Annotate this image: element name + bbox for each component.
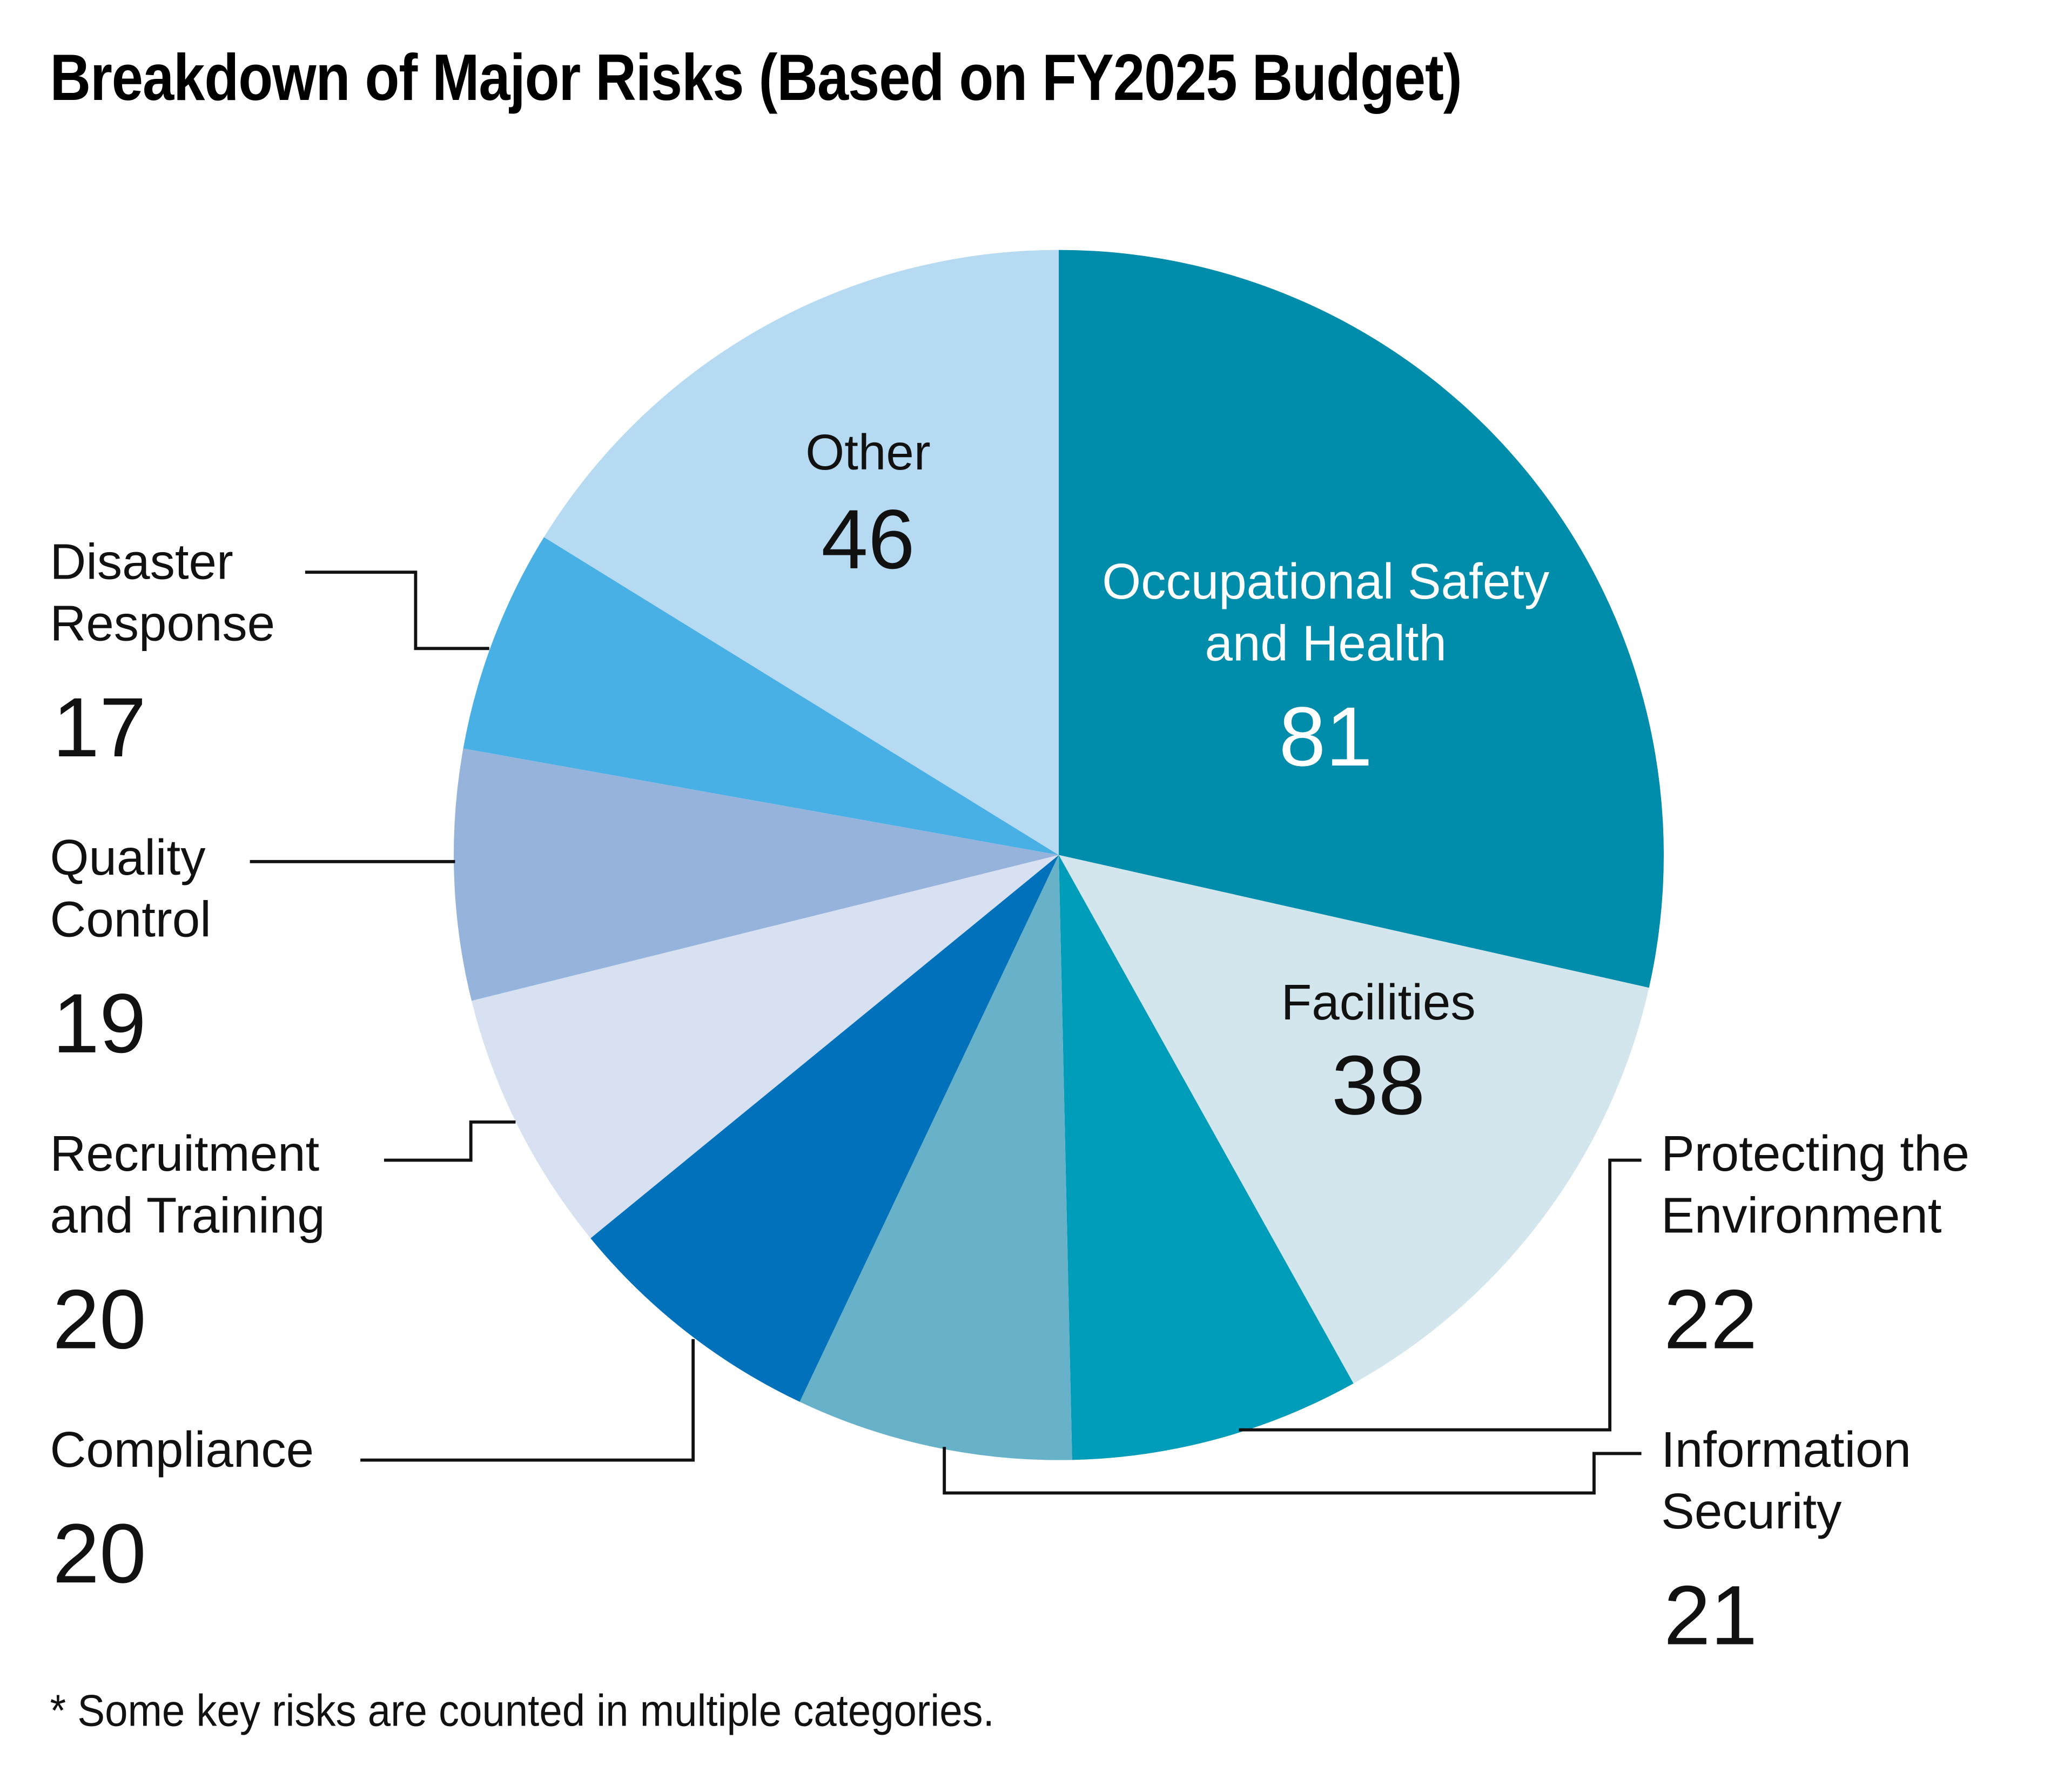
slice-label-osh: Occupational Safety bbox=[1102, 553, 1550, 609]
slice-value-facilities: 38 bbox=[1332, 1038, 1425, 1132]
slice-label-environment: Protecting the bbox=[1661, 1125, 1969, 1182]
slice-label-osh: and Health bbox=[1205, 615, 1447, 671]
leader-line-infosec bbox=[943, 1447, 1642, 1495]
slice-label-environment: Environment bbox=[1661, 1187, 1942, 1243]
pie-slice-facilities bbox=[1059, 855, 1649, 1384]
leader-line-environment bbox=[1239, 1158, 1642, 1432]
slice-value-infosec: 21 bbox=[1664, 1569, 1757, 1663]
leader-line-disaster bbox=[305, 571, 489, 650]
slice-value-environment: 22 bbox=[1664, 1273, 1757, 1367]
slice-label-recruitment: and Training bbox=[50, 1187, 325, 1243]
chart-title: Breakdown of Major Risks (Based on FY202… bbox=[50, 41, 1462, 115]
leader-lines bbox=[250, 571, 1642, 1495]
slice-value-other: 46 bbox=[821, 493, 915, 587]
slice-label-disaster: Response bbox=[50, 595, 275, 652]
pie-slice-compliance bbox=[590, 855, 1059, 1402]
slice-label-other: Other bbox=[805, 424, 930, 480]
slice-value-recruitment: 20 bbox=[52, 1273, 146, 1367]
slice-label-recruitment: Recruitment bbox=[50, 1125, 320, 1182]
chart-footnote: * Some key risks are counted in multiple… bbox=[50, 1686, 994, 1736]
slice-value-disaster: 17 bbox=[52, 681, 146, 775]
pie-slices bbox=[454, 250, 1664, 1460]
pie-slice-other bbox=[543, 250, 1059, 855]
pie-slice-environment bbox=[1059, 855, 1354, 1460]
pie-slice-quality bbox=[454, 748, 1059, 1001]
pie-slice-recruitment bbox=[472, 855, 1059, 1238]
slice-label-compliance: Compliance bbox=[50, 1421, 314, 1478]
slice-value-compliance: 20 bbox=[52, 1507, 146, 1601]
slice-label-quality: Control bbox=[50, 891, 211, 948]
slice-label-disaster: Disaster bbox=[50, 533, 233, 589]
slice-value-quality: 19 bbox=[52, 977, 146, 1071]
pie-slice-disaster bbox=[463, 537, 1059, 855]
leader-line-compliance bbox=[360, 1339, 695, 1462]
slice-label-infosec: Information bbox=[1661, 1421, 1911, 1478]
slice-labels: Occupational Safety and Health 81 Facilitie… bbox=[50, 424, 1970, 1662]
slice-label-infosec: Security bbox=[1661, 1483, 1842, 1539]
pie-slice-infosec bbox=[799, 855, 1072, 1460]
pie-slice-osh bbox=[1059, 250, 1664, 988]
slice-label-quality: Quality bbox=[50, 829, 206, 885]
leader-line-recruitment bbox=[384, 1120, 516, 1162]
slice-label-facilities: Facilities bbox=[1281, 974, 1476, 1030]
slice-value-osh: 81 bbox=[1279, 690, 1373, 784]
